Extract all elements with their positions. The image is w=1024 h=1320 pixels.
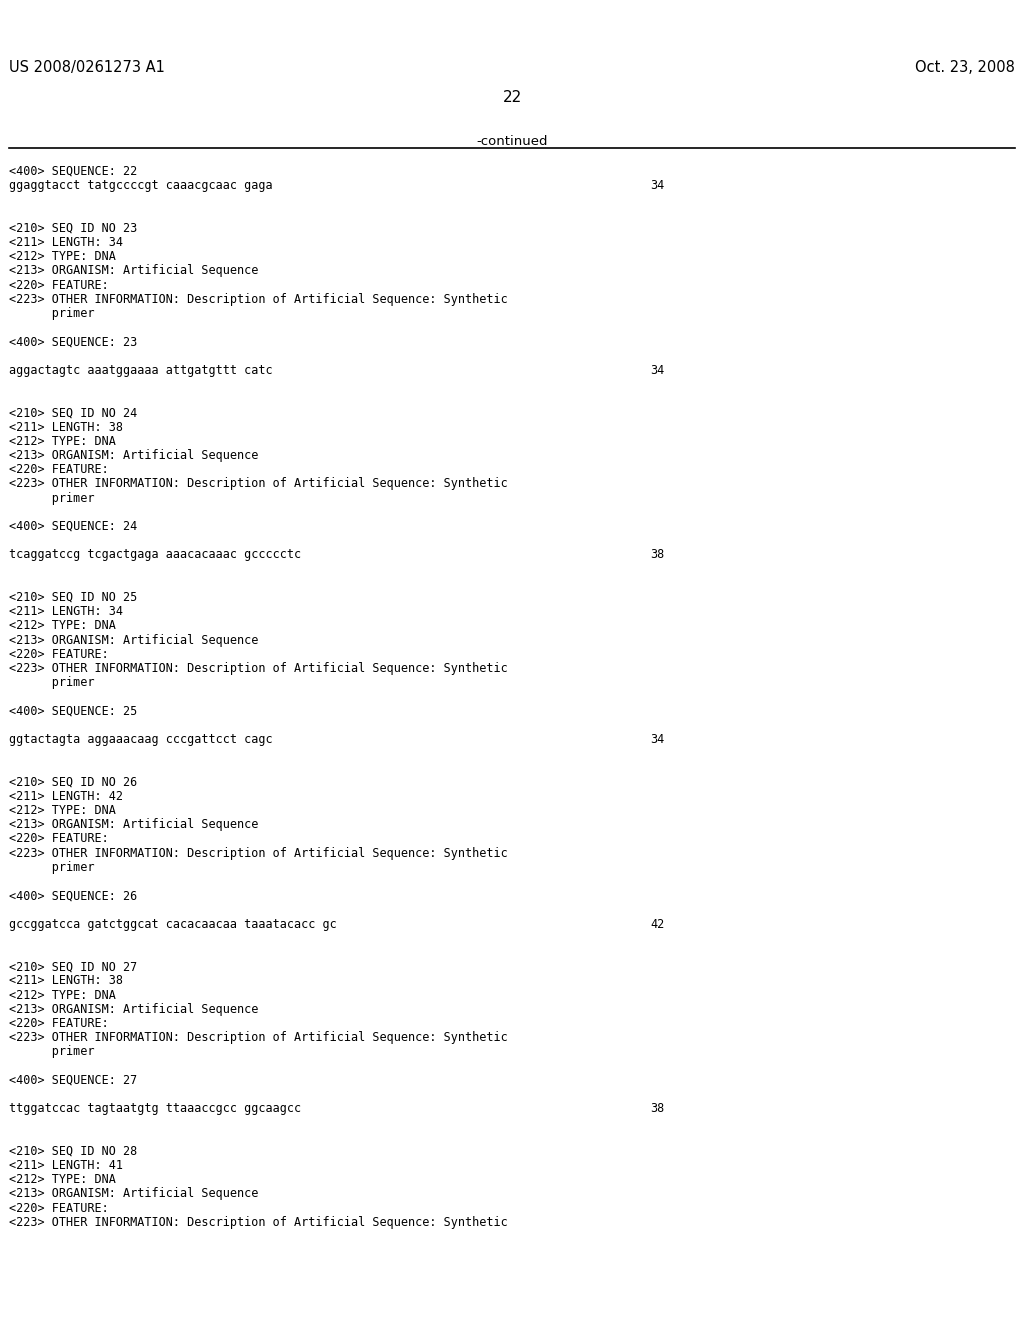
Text: 42: 42 (650, 917, 665, 931)
Text: <211> LENGTH: 42: <211> LENGTH: 42 (9, 789, 123, 803)
Text: -continued: -continued (476, 135, 548, 148)
Text: <210> SEQ ID NO 27: <210> SEQ ID NO 27 (9, 960, 137, 973)
Text: <213> ORGANISM: Artificial Sequence: <213> ORGANISM: Artificial Sequence (9, 449, 258, 462)
Text: <211> LENGTH: 38: <211> LENGTH: 38 (9, 974, 123, 987)
Text: ggtactagta aggaaacaag cccgattcct cagc: ggtactagta aggaaacaag cccgattcct cagc (9, 733, 272, 746)
Text: <211> LENGTH: 34: <211> LENGTH: 34 (9, 236, 123, 249)
Text: <212> TYPE: DNA: <212> TYPE: DNA (9, 989, 116, 1002)
Text: <212> TYPE: DNA: <212> TYPE: DNA (9, 619, 116, 632)
Text: gccggatcca gatctggcat cacacaacaa taaatacacc gc: gccggatcca gatctggcat cacacaacaa taaatac… (9, 917, 337, 931)
Text: <223> OTHER INFORMATION: Description of Artificial Sequence: Synthetic: <223> OTHER INFORMATION: Description of … (9, 478, 508, 491)
Text: <213> ORGANISM: Artificial Sequence: <213> ORGANISM: Artificial Sequence (9, 1188, 258, 1200)
Text: 34: 34 (650, 733, 665, 746)
Text: <212> TYPE: DNA: <212> TYPE: DNA (9, 251, 116, 263)
Text: <211> LENGTH: 38: <211> LENGTH: 38 (9, 421, 123, 433)
Text: <220> FEATURE:: <220> FEATURE: (9, 463, 109, 477)
Text: <400> SEQUENCE: 24: <400> SEQUENCE: 24 (9, 520, 137, 533)
Text: <213> ORGANISM: Artificial Sequence: <213> ORGANISM: Artificial Sequence (9, 818, 258, 832)
Text: 34: 34 (650, 180, 665, 193)
Text: <400> SEQUENCE: 22: <400> SEQUENCE: 22 (9, 165, 137, 178)
Text: <223> OTHER INFORMATION: Description of Artificial Sequence: Synthetic: <223> OTHER INFORMATION: Description of … (9, 1216, 508, 1229)
Text: <210> SEQ ID NO 23: <210> SEQ ID NO 23 (9, 222, 137, 235)
Text: 34: 34 (650, 364, 665, 376)
Text: <212> TYPE: DNA: <212> TYPE: DNA (9, 804, 116, 817)
Text: 38: 38 (650, 548, 665, 561)
Text: <400> SEQUENCE: 26: <400> SEQUENCE: 26 (9, 890, 137, 902)
Text: <220> FEATURE:: <220> FEATURE: (9, 279, 109, 292)
Text: <213> ORGANISM: Artificial Sequence: <213> ORGANISM: Artificial Sequence (9, 264, 258, 277)
Text: <211> LENGTH: 34: <211> LENGTH: 34 (9, 605, 123, 618)
Text: tcaggatccg tcgactgaga aaacacaaac gccccctc: tcaggatccg tcgactgaga aaacacaaac gccccct… (9, 548, 301, 561)
Text: primer: primer (9, 676, 94, 689)
Text: <212> TYPE: DNA: <212> TYPE: DNA (9, 434, 116, 447)
Text: <210> SEQ ID NO 24: <210> SEQ ID NO 24 (9, 407, 137, 420)
Text: <223> OTHER INFORMATION: Description of Artificial Sequence: Synthetic: <223> OTHER INFORMATION: Description of … (9, 663, 508, 675)
Text: <212> TYPE: DNA: <212> TYPE: DNA (9, 1173, 116, 1187)
Text: <210> SEQ ID NO 26: <210> SEQ ID NO 26 (9, 776, 137, 788)
Text: primer: primer (9, 861, 94, 874)
Text: primer: primer (9, 491, 94, 504)
Text: <223> OTHER INFORMATION: Description of Artificial Sequence: Synthetic: <223> OTHER INFORMATION: Description of … (9, 293, 508, 306)
Text: <210> SEQ ID NO 28: <210> SEQ ID NO 28 (9, 1144, 137, 1158)
Text: <213> ORGANISM: Artificial Sequence: <213> ORGANISM: Artificial Sequence (9, 634, 258, 647)
Text: <400> SEQUENCE: 25: <400> SEQUENCE: 25 (9, 705, 137, 718)
Text: primer: primer (9, 308, 94, 319)
Text: 22: 22 (503, 90, 521, 106)
Text: ttggatccac tagtaatgtg ttaaaccgcc ggcaagcc: ttggatccac tagtaatgtg ttaaaccgcc ggcaagc… (9, 1102, 301, 1115)
Text: primer: primer (9, 1045, 94, 1059)
Text: <223> OTHER INFORMATION: Description of Artificial Sequence: Synthetic: <223> OTHER INFORMATION: Description of … (9, 846, 508, 859)
Text: <211> LENGTH: 41: <211> LENGTH: 41 (9, 1159, 123, 1172)
Text: <223> OTHER INFORMATION: Description of Artificial Sequence: Synthetic: <223> OTHER INFORMATION: Description of … (9, 1031, 508, 1044)
Text: <400> SEQUENCE: 27: <400> SEQUENCE: 27 (9, 1073, 137, 1086)
Text: <220> FEATURE:: <220> FEATURE: (9, 648, 109, 661)
Text: <220> FEATURE:: <220> FEATURE: (9, 1016, 109, 1030)
Text: <213> ORGANISM: Artificial Sequence: <213> ORGANISM: Artificial Sequence (9, 1003, 258, 1016)
Text: aggactagtc aaatggaaaa attgatgttt catc: aggactagtc aaatggaaaa attgatgttt catc (9, 364, 272, 376)
Text: 38: 38 (650, 1102, 665, 1115)
Text: <400> SEQUENCE: 23: <400> SEQUENCE: 23 (9, 335, 137, 348)
Text: <220> FEATURE:: <220> FEATURE: (9, 833, 109, 845)
Text: US 2008/0261273 A1: US 2008/0261273 A1 (9, 59, 165, 75)
Text: Oct. 23, 2008: Oct. 23, 2008 (915, 59, 1015, 75)
Text: <210> SEQ ID NO 25: <210> SEQ ID NO 25 (9, 591, 137, 605)
Text: ggaggtacct tatgccccgt caaacgcaac gaga: ggaggtacct tatgccccgt caaacgcaac gaga (9, 180, 272, 193)
Text: <220> FEATURE:: <220> FEATURE: (9, 1201, 109, 1214)
